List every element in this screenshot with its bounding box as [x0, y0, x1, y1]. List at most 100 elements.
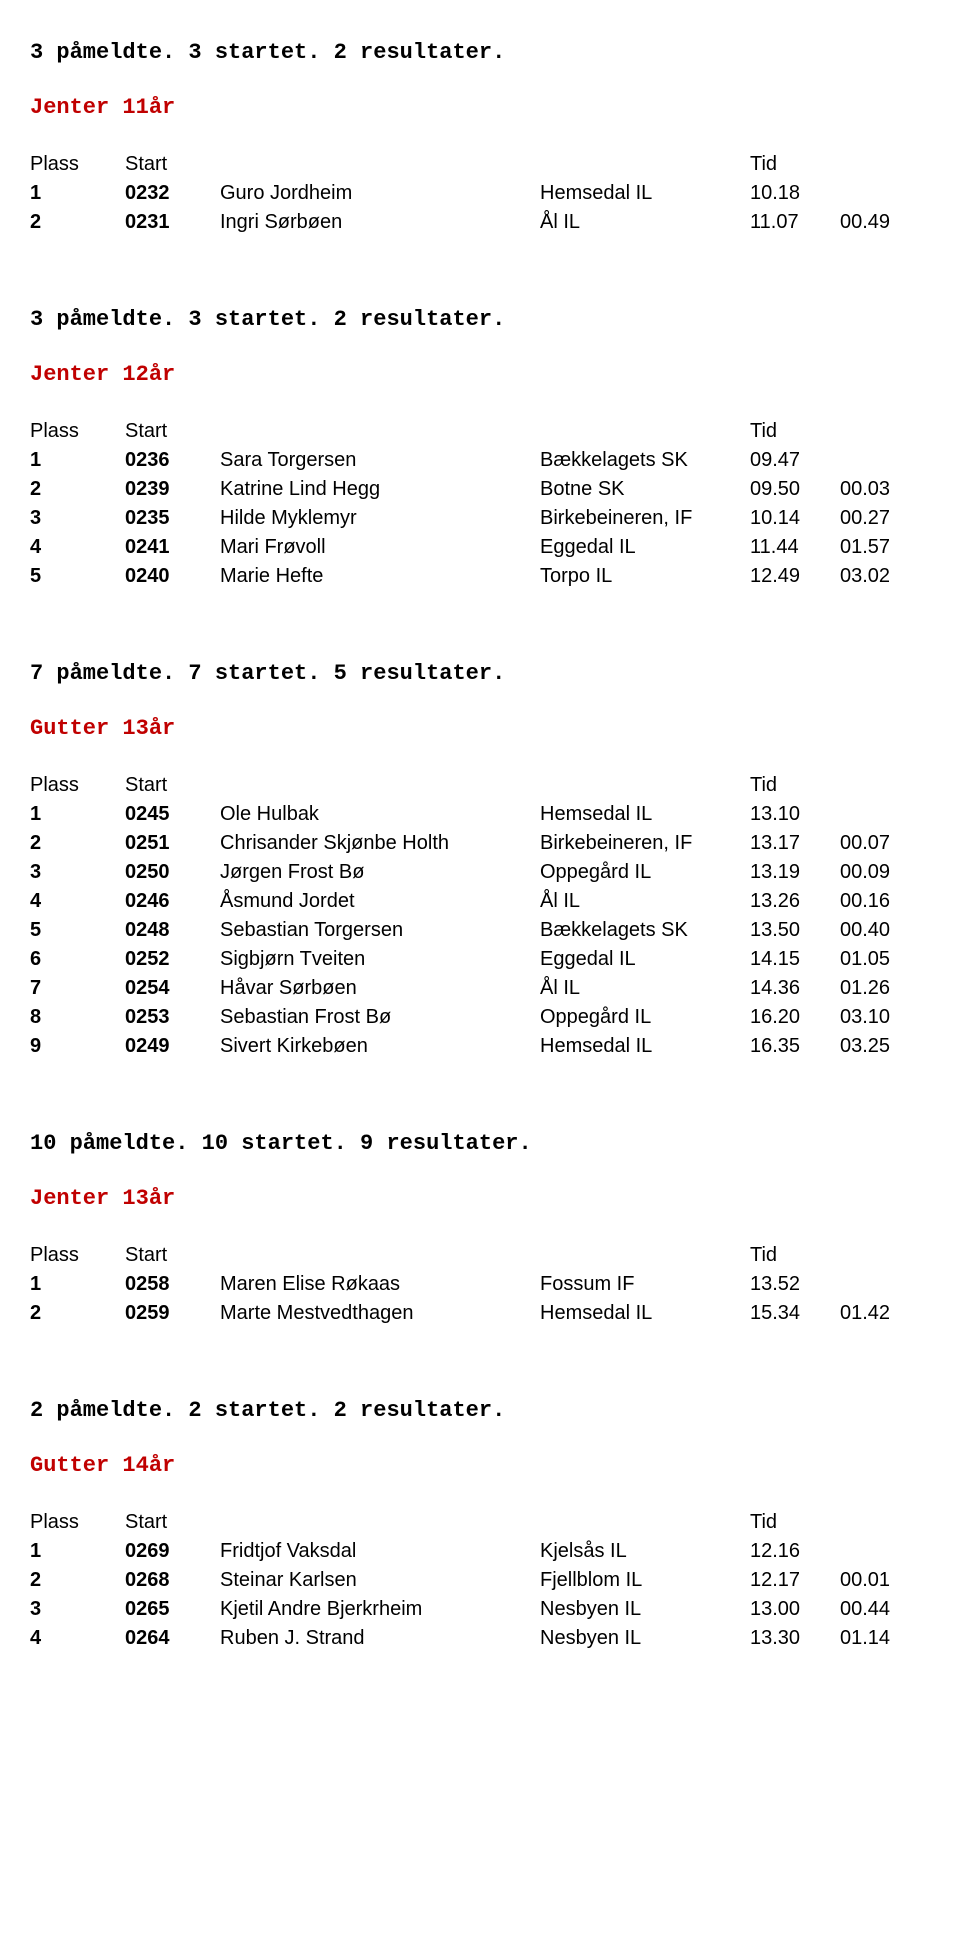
table-row: 20268Steinar KarlsenFjellblom IL12.1700.… — [30, 1566, 930, 1595]
cell-diff — [840, 1270, 930, 1299]
cell-club: Torpo IL — [540, 562, 750, 591]
cell-plass: 2 — [30, 1299, 125, 1328]
cell-club: Ål IL — [540, 887, 750, 916]
cell-plass: 6 — [30, 945, 125, 974]
cell-diff: 00.07 — [840, 829, 930, 858]
section-summary: 3 påmeldte. 3 startet. 2 resultater. — [30, 307, 930, 332]
table-header-row: PlassStartTid — [30, 1508, 930, 1537]
cell-plass: 1 — [30, 1537, 125, 1566]
col-club-header — [540, 1508, 750, 1537]
cell-club: Fossum IF — [540, 1270, 750, 1299]
table-row: 20231Ingri SørbøenÅl IL11.0700.49 — [30, 208, 930, 237]
table-row: 10269Fridtjof VaksdalKjelsås IL12.16 — [30, 1537, 930, 1566]
cell-club: Eggedal IL — [540, 945, 750, 974]
col-plass-header: Plass — [30, 417, 125, 446]
cell-club: Botne SK — [540, 475, 750, 504]
category-title: Jenter 12år — [30, 362, 930, 387]
cell-name: Kjetil Andre Bjerkrheim — [220, 1595, 540, 1624]
cell-diff — [840, 446, 930, 475]
col-diff-header — [840, 1508, 930, 1537]
table-row: 10258Maren Elise RøkaasFossum IF13.52 — [30, 1270, 930, 1299]
cell-name: Hilde Myklemyr — [220, 504, 540, 533]
cell-tid: 15.34 — [750, 1299, 840, 1328]
table-row: 40264Ruben J. StrandNesbyen IL13.3001.14 — [30, 1624, 930, 1653]
cell-plass: 1 — [30, 1270, 125, 1299]
results-table: PlassStartTid10236Sara TorgersenBækkelag… — [30, 417, 930, 591]
col-club-header — [540, 1241, 750, 1270]
cell-start: 0239 — [125, 475, 220, 504]
col-start-header: Start — [125, 417, 220, 446]
cell-plass: 3 — [30, 504, 125, 533]
cell-start: 0246 — [125, 887, 220, 916]
category-title: Jenter 13år — [30, 1186, 930, 1211]
table-row: 50248Sebastian TorgersenBækkelagets SK13… — [30, 916, 930, 945]
cell-club: Bækkelagets SK — [540, 916, 750, 945]
cell-start: 0258 — [125, 1270, 220, 1299]
cell-plass: 4 — [30, 533, 125, 562]
col-tid-header: Tid — [750, 417, 840, 446]
col-name-header — [220, 1241, 540, 1270]
cell-tid: 13.30 — [750, 1624, 840, 1653]
col-start-header: Start — [125, 1241, 220, 1270]
cell-name: Sigbjørn Tveiten — [220, 945, 540, 974]
col-name-header — [220, 417, 540, 446]
cell-diff: 00.27 — [840, 504, 930, 533]
col-plass-header: Plass — [30, 1508, 125, 1537]
col-diff-header — [840, 771, 930, 800]
cell-name: Sebastian Torgersen — [220, 916, 540, 945]
cell-start: 0268 — [125, 1566, 220, 1595]
cell-diff: 01.42 — [840, 1299, 930, 1328]
cell-plass: 9 — [30, 1032, 125, 1061]
cell-diff: 00.09 — [840, 858, 930, 887]
section-summary: 2 påmeldte. 2 startet. 2 resultater. — [30, 1398, 930, 1423]
cell-diff: 00.44 — [840, 1595, 930, 1624]
section-summary: 3 påmeldte. 3 startet. 2 resultater. — [30, 40, 930, 65]
table-row: 40241Mari FrøvollEggedal IL11.4401.57 — [30, 533, 930, 562]
cell-plass: 7 — [30, 974, 125, 1003]
cell-start: 0269 — [125, 1537, 220, 1566]
col-plass-header: Plass — [30, 771, 125, 800]
cell-club: Hemsedal IL — [540, 179, 750, 208]
cell-start: 0235 — [125, 504, 220, 533]
cell-name: Håvar Sørbøen — [220, 974, 540, 1003]
cell-name: Chrisander Skjønbe Holth — [220, 829, 540, 858]
cell-club: Kjelsås IL — [540, 1537, 750, 1566]
cell-name: Guro Jordheim — [220, 179, 540, 208]
cell-club: Oppegård IL — [540, 1003, 750, 1032]
cell-name: Maren Elise Røkaas — [220, 1270, 540, 1299]
cell-start: 0252 — [125, 945, 220, 974]
cell-start: 0265 — [125, 1595, 220, 1624]
table-row: 30235Hilde MyklemyrBirkebeineren, IF10.1… — [30, 504, 930, 533]
cell-plass: 2 — [30, 475, 125, 504]
col-start-header: Start — [125, 1508, 220, 1537]
cell-tid: 09.50 — [750, 475, 840, 504]
cell-tid: 14.36 — [750, 974, 840, 1003]
cell-club: Birkebeineren, IF — [540, 829, 750, 858]
col-diff-header — [840, 150, 930, 179]
cell-plass: 1 — [30, 446, 125, 475]
col-name-header — [220, 771, 540, 800]
table-row: 70254Håvar SørbøenÅl IL14.3601.26 — [30, 974, 930, 1003]
table-row: 60252Sigbjørn TveitenEggedal IL14.1501.0… — [30, 945, 930, 974]
cell-plass: 3 — [30, 858, 125, 887]
table-header-row: PlassStartTid — [30, 1241, 930, 1270]
cell-diff: 00.01 — [840, 1566, 930, 1595]
cell-diff: 03.25 — [840, 1032, 930, 1061]
section-summary: 7 påmeldte. 7 startet. 5 resultater. — [30, 661, 930, 686]
cell-name: Steinar Karlsen — [220, 1566, 540, 1595]
col-name-header — [220, 1508, 540, 1537]
cell-start: 0259 — [125, 1299, 220, 1328]
cell-start: 0245 — [125, 800, 220, 829]
results-table: PlassStartTid10232Guro JordheimHemsedal … — [30, 150, 930, 237]
cell-start: 0232 — [125, 179, 220, 208]
cell-club: Ål IL — [540, 974, 750, 1003]
cell-tid: 11.07 — [750, 208, 840, 237]
cell-name: Ruben J. Strand — [220, 1624, 540, 1653]
cell-diff: 03.10 — [840, 1003, 930, 1032]
cell-diff: 00.16 — [840, 887, 930, 916]
cell-tid: 14.15 — [750, 945, 840, 974]
table-row: 90249Sivert KirkebøenHemsedal IL16.3503.… — [30, 1032, 930, 1061]
col-plass-header: Plass — [30, 150, 125, 179]
cell-club: Hemsedal IL — [540, 1299, 750, 1328]
col-tid-header: Tid — [750, 1241, 840, 1270]
